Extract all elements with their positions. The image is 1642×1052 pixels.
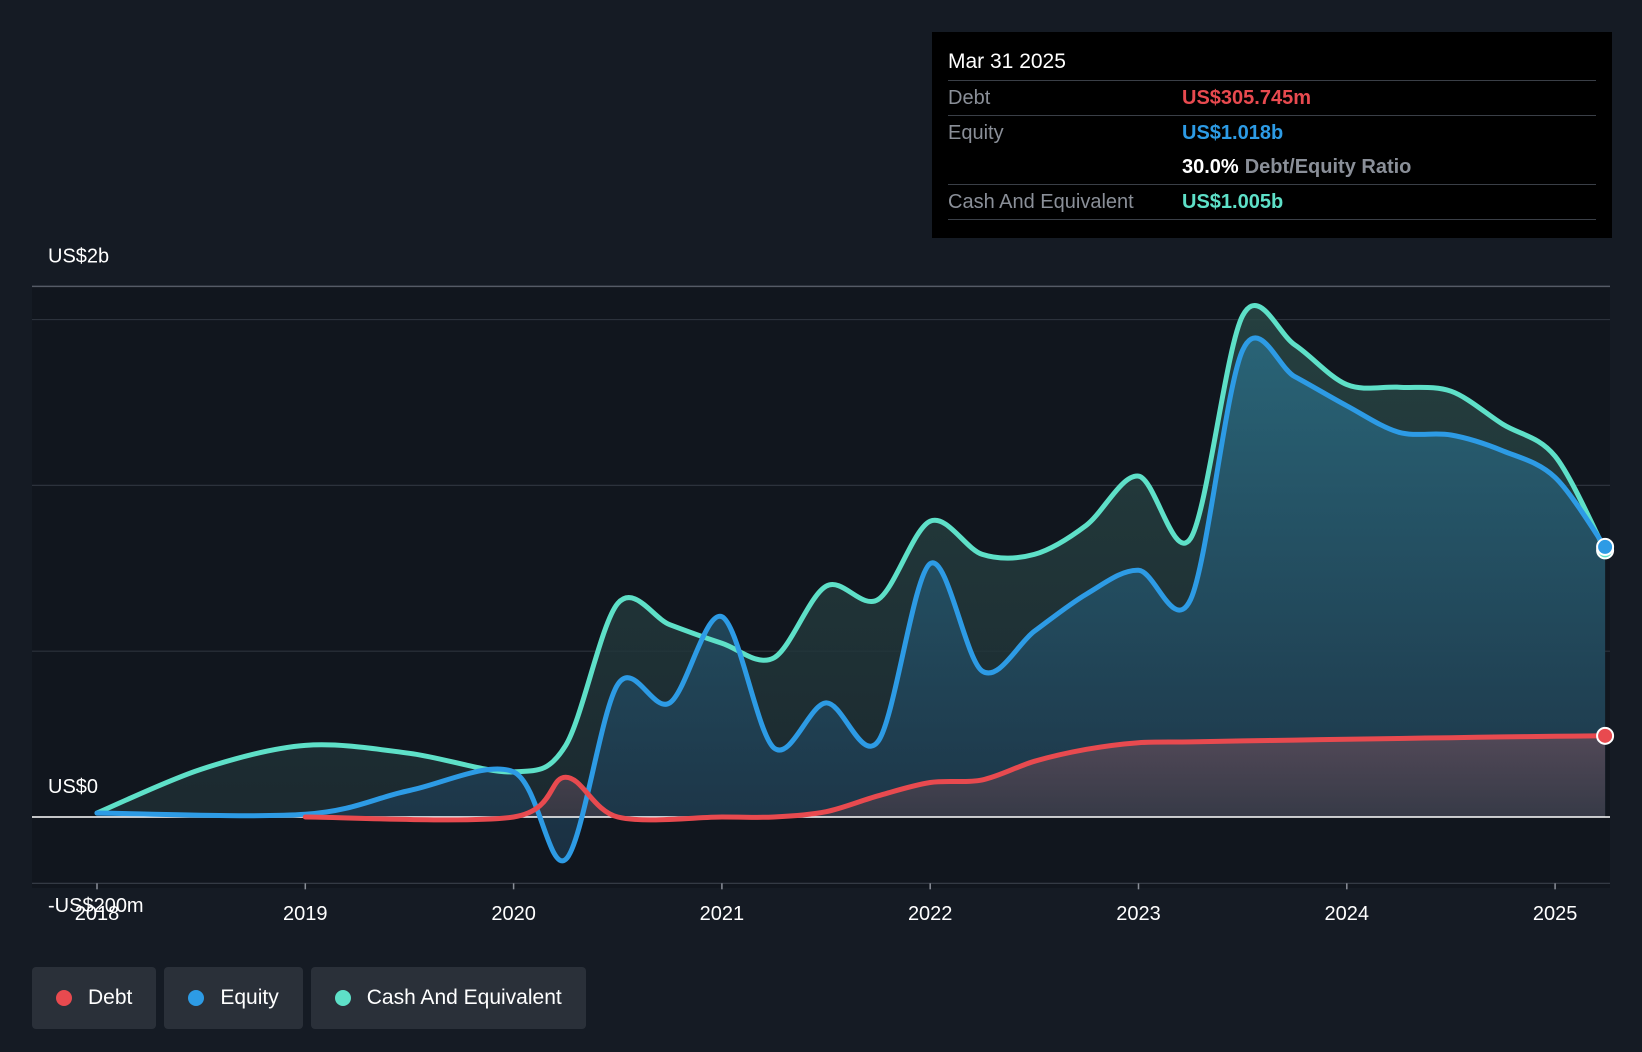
tooltip-ratio-value: 30.0% bbox=[1182, 156, 1239, 178]
x-tick-label: 2019 bbox=[283, 903, 328, 925]
y-axis-label: US$2b bbox=[48, 245, 109, 267]
x-tick-label: 2018 bbox=[75, 903, 120, 925]
legend-label-debt: Debt bbox=[88, 986, 133, 1009]
legend-label-equity: Equity bbox=[220, 986, 279, 1009]
area-debt bbox=[305, 735, 1606, 820]
legend-label-cash: Cash And Equivalent bbox=[366, 986, 562, 1009]
tooltip-panel: Mar 31 2025 Debt US$305.745m Equity US$1… bbox=[932, 32, 1612, 238]
x-tick-label: 2020 bbox=[491, 903, 536, 925]
x-tick-label: 2021 bbox=[700, 903, 745, 925]
tooltip-debt-label: Debt bbox=[948, 87, 991, 109]
tooltip-row-equity: Equity US$1.018b bbox=[948, 115, 1596, 150]
tooltip-row-cash: Cash And Equivalent US$1.005b bbox=[948, 184, 1596, 220]
line-equity bbox=[94, 335, 1608, 864]
legend-dot-cash bbox=[334, 990, 351, 1006]
end-marker-debt bbox=[1596, 726, 1615, 745]
series-areas bbox=[97, 305, 1606, 861]
tooltip-cash-value: US$1.005b bbox=[1182, 191, 1284, 213]
x-tick-label: 2025 bbox=[1533, 903, 1578, 925]
tooltip-row-ratio: 30.0% Debt/Equity Ratio bbox=[948, 150, 1596, 184]
legend-dot-equity bbox=[188, 990, 205, 1006]
tooltip-equity-label: Equity bbox=[948, 122, 1004, 144]
x-tick-label: 2022 bbox=[908, 903, 953, 925]
end-marker-equity bbox=[1596, 537, 1615, 556]
series-lines bbox=[32, 303, 1610, 864]
legend-item-cash[interactable]: Cash And Equivalent bbox=[310, 967, 586, 1029]
tooltip-row-debt: Debt US$305.745m bbox=[948, 80, 1596, 115]
tooltip-debt-value: US$305.745m bbox=[1182, 87, 1311, 109]
line-debt bbox=[302, 733, 1608, 823]
legend: Debt Equity Cash And Equivalent bbox=[32, 967, 586, 1029]
tooltip-equity-value: US$1.018b bbox=[1182, 122, 1284, 144]
tooltip-ratio-label: Debt/Equity Ratio bbox=[1244, 156, 1412, 178]
x-tick-label: 2023 bbox=[1116, 903, 1161, 925]
legend-item-debt[interactable]: Debt bbox=[32, 967, 157, 1029]
y-axis-label: -US$200m bbox=[48, 895, 144, 917]
legend-dot-debt bbox=[56, 990, 72, 1006]
tooltip-ratio-spacer bbox=[948, 150, 1182, 184]
tooltip-date: Mar 31 2025 bbox=[948, 50, 1066, 73]
series-end-markers bbox=[1596, 537, 1615, 745]
x-tick-label: 2024 bbox=[1325, 903, 1370, 925]
area-equity bbox=[97, 337, 1606, 861]
tooltip-cash-label: Cash And Equivalent bbox=[948, 191, 1134, 213]
y-axis-label: US$0 bbox=[48, 776, 98, 798]
legend-item-equity[interactable]: Equity bbox=[164, 967, 303, 1029]
